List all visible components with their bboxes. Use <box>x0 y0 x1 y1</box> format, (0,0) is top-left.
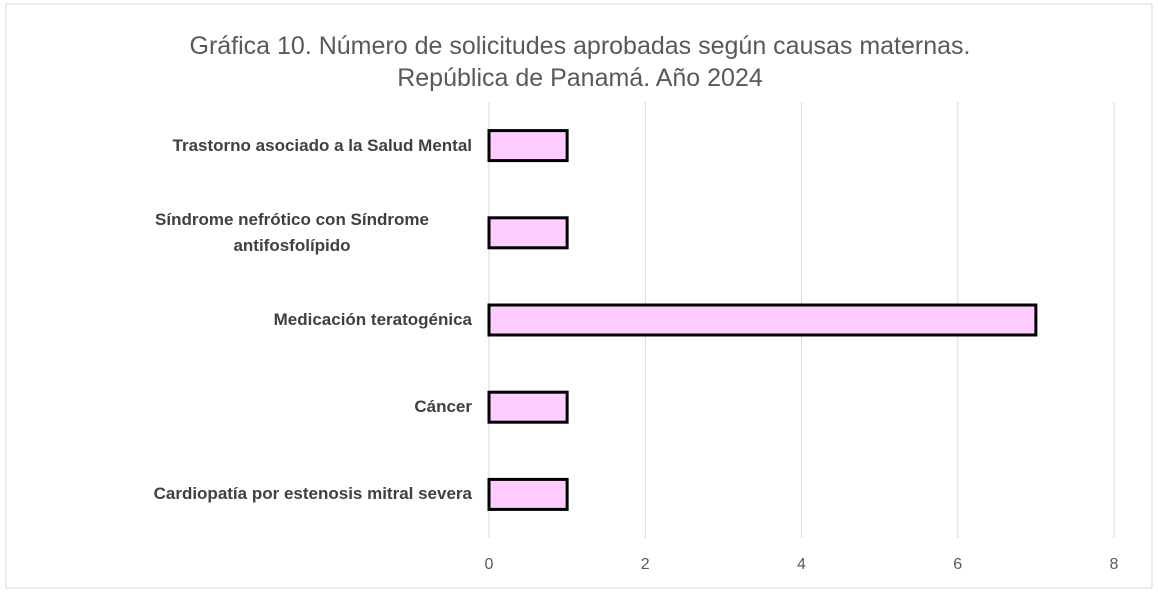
label-text: Cardiopatía por estenosis mitral severa <box>153 484 472 504</box>
x-tick-label: 8 <box>1109 556 1119 573</box>
label-text: Trastorno asociado a la Salud Mental <box>172 135 472 155</box>
bar <box>487 477 569 511</box>
label-text: Síndrome nefrótico con Síndrome antifosf… <box>155 209 429 255</box>
bar <box>487 390 569 424</box>
x-tick-label: 0 <box>484 556 494 573</box>
y-tick-label: Medicación teratogénica <box>40 307 472 333</box>
y-tick-label: Cardiopatía por estenosis mitral severa <box>40 481 472 507</box>
y-tick-label: Cáncer <box>40 394 472 420</box>
bar <box>487 129 569 163</box>
label-text: Cáncer <box>414 397 472 417</box>
chart-border <box>5 3 1153 589</box>
label-text: Medicación teratogénica <box>273 310 472 329</box>
y-tick-label: Síndrome nefrótico con Síndrome antifosf… <box>40 207 472 259</box>
bar <box>487 303 1038 337</box>
x-tick-label: 2 <box>640 556 650 573</box>
x-tick-label: 6 <box>953 556 963 573</box>
bar <box>487 216 569 250</box>
y-tick-label: Trastorno asociado a la Salud Mental <box>40 133 472 159</box>
x-tick-label: 4 <box>797 556 806 573</box>
chart-title: Gráfica 10. Número de solicitudes aproba… <box>189 32 971 92</box>
